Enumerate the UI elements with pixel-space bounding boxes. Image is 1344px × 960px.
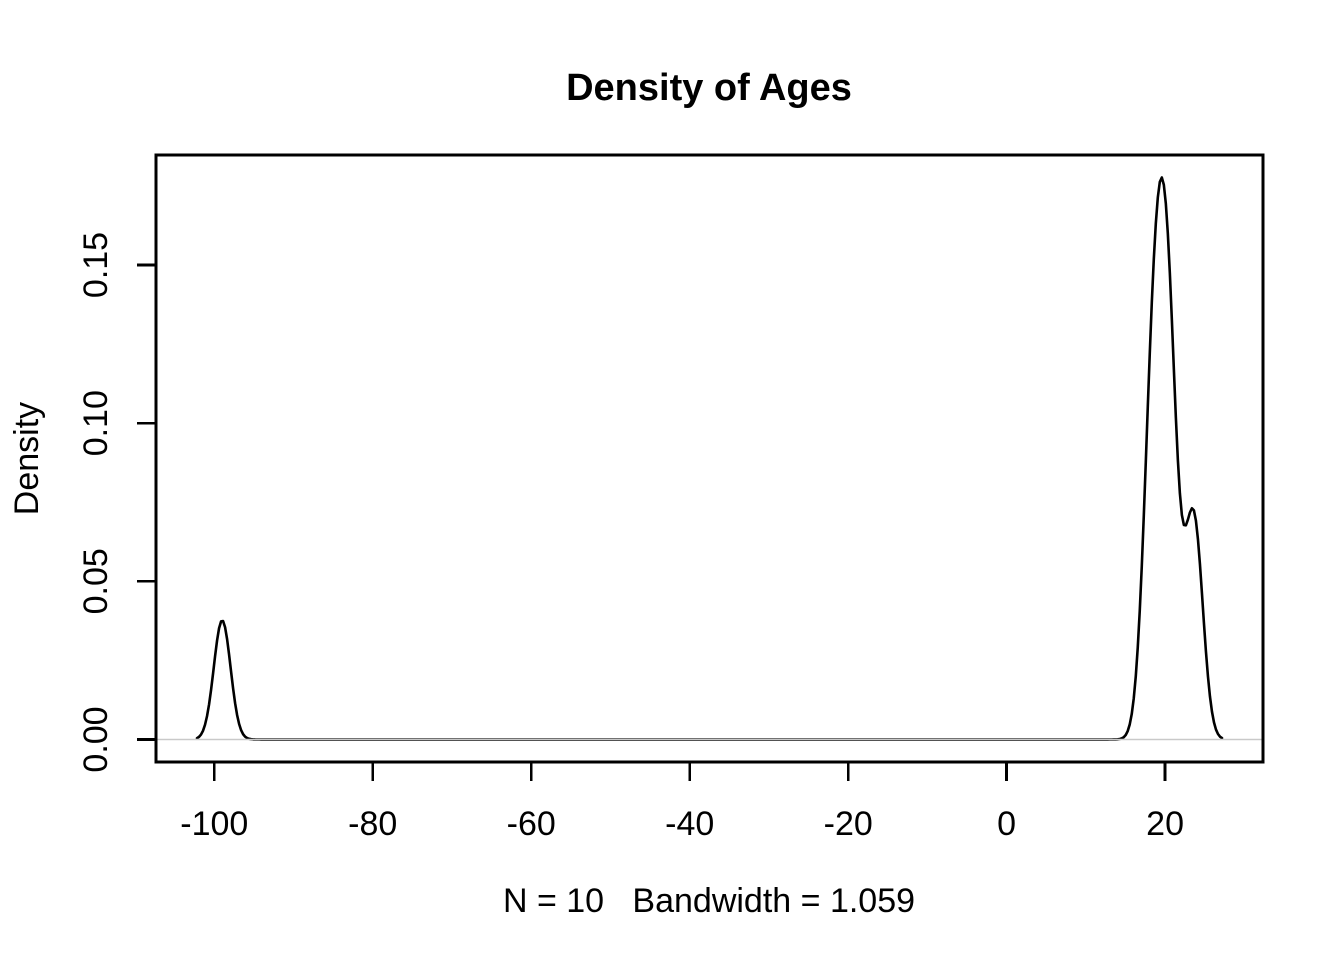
chart-title: Density of Ages <box>566 67 852 109</box>
x-tick-label: -100 <box>180 805 248 843</box>
x-tick-label: -80 <box>348 805 397 843</box>
chart-layer: -100 -80 -60 -40 -20 0 20 0.00 0.05 0.10 0.15 <box>77 153 1265 843</box>
y-axis-title: Density <box>8 402 46 515</box>
x-tick-label: 0 <box>997 805 1016 843</box>
density-curve <box>195 176 1224 741</box>
y-tick-label: 0.00 <box>77 706 115 772</box>
x-tick-label: 20 <box>1146 805 1184 843</box>
y-tick-label: 0.05 <box>77 548 115 614</box>
x-tick-label: -40 <box>665 805 714 843</box>
y-tick-label: 0.15 <box>77 232 115 298</box>
y-tick-label: 0.10 <box>77 390 115 456</box>
x-tick-label: -60 <box>507 805 556 843</box>
x-tick-label: -20 <box>824 805 873 843</box>
x-axis-subtitle: N = 10 Bandwidth = 1.059 <box>503 882 915 920</box>
plot-box <box>154 153 1265 764</box>
